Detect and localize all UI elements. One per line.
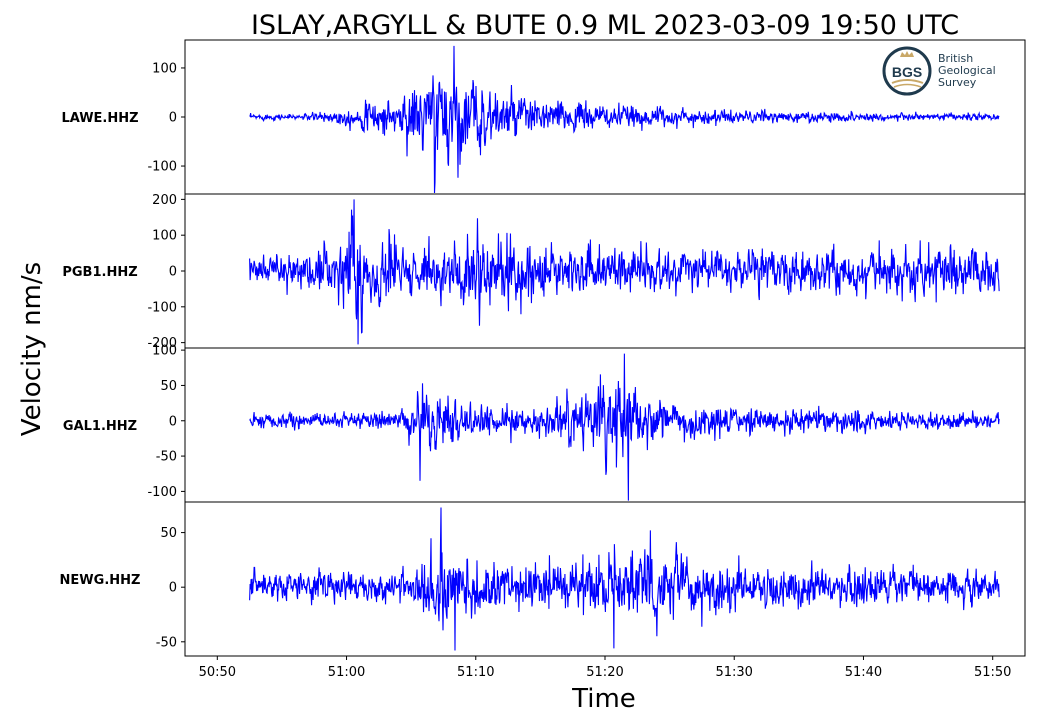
panels-group: 100 0 -100 LAWE.HHZ 200 100 0 -100 -200 PGB1.HHZ 1… <box>60 39 1026 657</box>
logo-line-2: Geological <box>938 64 996 77</box>
waveform-newg-hhz <box>249 507 1000 651</box>
station-label: NEWG.HHZ <box>60 573 141 588</box>
x-tick-label: 50:50 <box>199 665 236 680</box>
station-label: GAL1.HHZ <box>63 419 137 434</box>
y-tick-label: -100 <box>147 160 177 175</box>
x-tick-label: 51:50 <box>974 665 1011 680</box>
waveform-gal1-hhz <box>249 353 1000 501</box>
y-tick-label: 0 <box>169 414 177 429</box>
logo-line-3: Survey <box>938 76 977 89</box>
bgs-logo: BGS British Geological Survey <box>882 46 996 96</box>
y-tick-label: -50 <box>156 635 177 650</box>
x-tick-label: 51:40 <box>845 665 882 680</box>
y-tick-label: 100 <box>152 229 177 244</box>
station-label: LAWE.HHZ <box>61 111 138 126</box>
panel-gal1-hhz: 100 50 0 -50 -100 GAL1.HHZ <box>63 344 1026 503</box>
y-tick-label: 100 <box>152 344 177 359</box>
logo-wave <box>891 79 924 84</box>
waveform-pgb1-hhz <box>249 199 1000 345</box>
x-tick-label: 51:10 <box>457 665 494 680</box>
panel-frame <box>184 501 1026 657</box>
y-tick-label: -100 <box>147 300 177 315</box>
logo-mark: BGS <box>892 64 922 80</box>
crown-icon <box>900 51 914 57</box>
station-label: PGB1.HHZ <box>62 265 137 280</box>
panel-newg-hhz: 50 0 -50 NEWG.HHZ <box>60 501 1026 657</box>
y-tick-label: 200 <box>152 193 177 208</box>
panel-pgb1-hhz: 200 100 0 -100 -200 PGB1.HHZ <box>62 193 1026 351</box>
logo-line-1: British <box>938 52 973 65</box>
y-tick-label: -200 <box>147 336 177 351</box>
y-axis-label: Velocity nm/s <box>17 262 47 436</box>
x-axis-label: Time <box>571 684 636 714</box>
x-axis-ticks: 50:50 51:00 51:10 51:20 51:30 51:40 51:50 <box>199 656 1011 680</box>
panel-lawe-hhz: 100 0 -100 LAWE.HHZ <box>61 39 1026 195</box>
y-tick-label: 100 <box>152 61 177 76</box>
y-tick-label: 50 <box>160 526 177 541</box>
y-tick-label: -100 <box>147 485 177 500</box>
y-tick-label: 50 <box>160 379 177 394</box>
chart-title: ISLAY,ARGYLL & BUTE 0.9 ML 2023-03-09 19… <box>251 10 959 41</box>
y-tick-label: 0 <box>169 265 177 280</box>
x-tick-label: 51:20 <box>586 665 623 680</box>
y-tick-label: 0 <box>169 581 177 596</box>
x-tick-label: 51:00 <box>328 665 365 680</box>
y-tick-label: 0 <box>169 111 177 126</box>
waveform-lawe-hhz <box>249 45 1000 194</box>
x-tick-label: 51:30 <box>715 665 752 680</box>
y-tick-label: -50 <box>156 450 177 465</box>
logo-wave-2 <box>893 83 922 88</box>
